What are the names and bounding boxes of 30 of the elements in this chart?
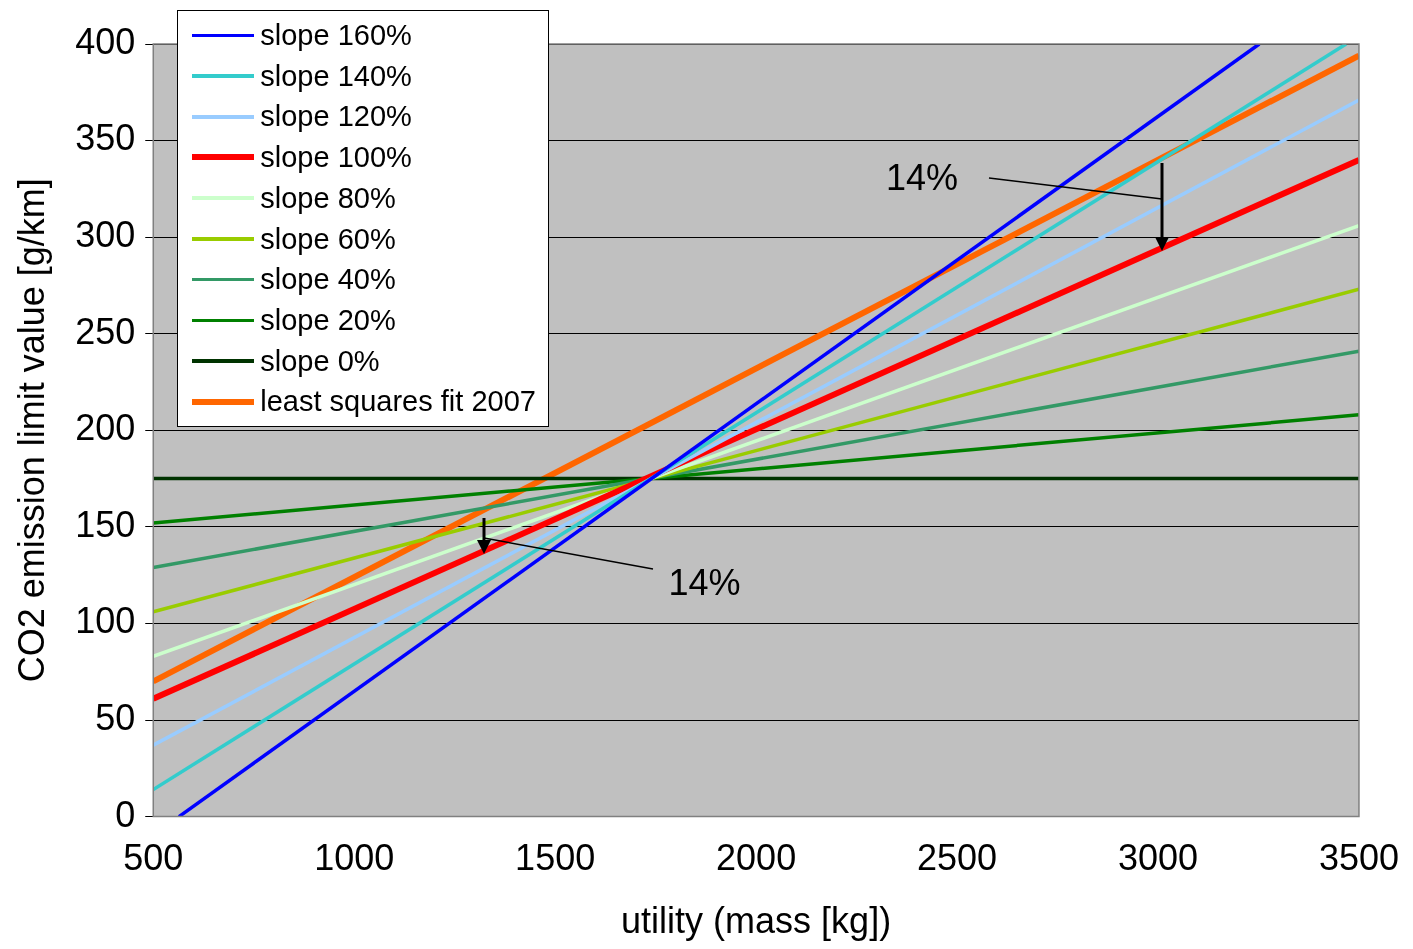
y-tick-label: 100 xyxy=(75,600,136,642)
x-tick-label: 3500 xyxy=(1318,837,1399,879)
x-tick-label: 500 xyxy=(123,837,184,879)
y-tick-label: 350 xyxy=(75,117,136,159)
legend-label: slope 60% xyxy=(260,221,396,257)
legend-label: slope 20% xyxy=(260,302,396,338)
y-axis-title: CO2 emission limit value [g/km] xyxy=(10,178,52,683)
legend-label: slope 160% xyxy=(260,18,412,53)
legend-label: slope 120% xyxy=(260,99,412,135)
legend-label: least squares fit 2007 xyxy=(260,384,536,420)
x-tick-label: 1500 xyxy=(515,837,596,879)
x-tick-label: 2500 xyxy=(917,837,998,879)
legend-label: slope 80% xyxy=(260,180,396,216)
y-tick-label: 400 xyxy=(75,20,136,62)
legend-label: slope 140% xyxy=(260,58,412,94)
y-tick-label: 200 xyxy=(75,407,136,449)
x-axis-title: utility (mass [kg]) xyxy=(621,900,892,942)
legend-label: slope 100% xyxy=(260,140,412,176)
y-tick-label: 50 xyxy=(95,696,136,738)
x-tick-label: 2000 xyxy=(716,837,797,879)
legend-label: slope 40% xyxy=(260,262,396,298)
legend-label: slope 0% xyxy=(260,343,380,379)
y-tick-label: 0 xyxy=(115,793,136,835)
y-tick-label: 150 xyxy=(75,503,136,545)
x-tick-label: 3000 xyxy=(1117,837,1199,879)
annotation: 14% xyxy=(668,562,741,604)
x-tick-label: 1000 xyxy=(314,837,395,879)
annotation: 14% xyxy=(885,156,959,198)
y-tick-label: 300 xyxy=(75,214,136,256)
y-tick-label: 250 xyxy=(75,310,136,352)
